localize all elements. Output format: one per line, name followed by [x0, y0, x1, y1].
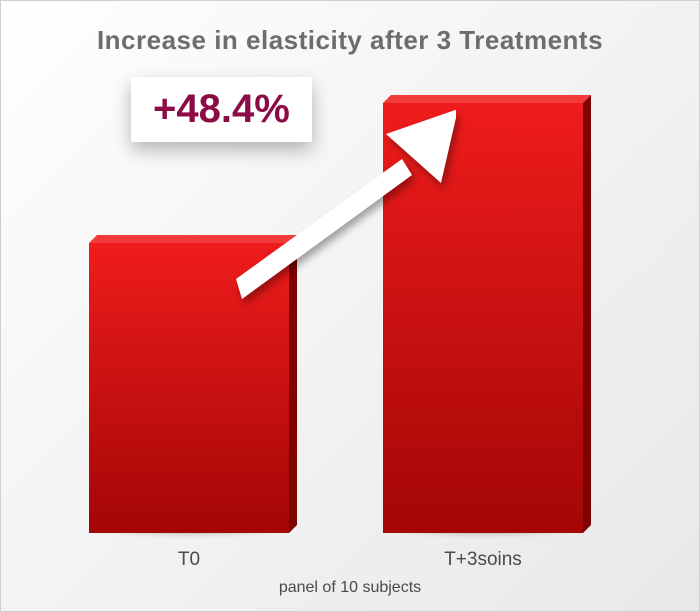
bar-label-t0: T0	[89, 549, 289, 571]
bar-side-face	[583, 95, 591, 533]
bar-top-face	[383, 95, 591, 103]
footnote: panel of 10 subjects	[1, 579, 699, 597]
chart-title: Increase in elasticity after 3 Treatment…	[1, 25, 699, 56]
chart-frame: Increase in elasticity after 3 Treatment…	[0, 0, 700, 612]
bar-label-t3: T+3soins	[383, 549, 583, 571]
increase-arrow-icon	[236, 109, 456, 299]
